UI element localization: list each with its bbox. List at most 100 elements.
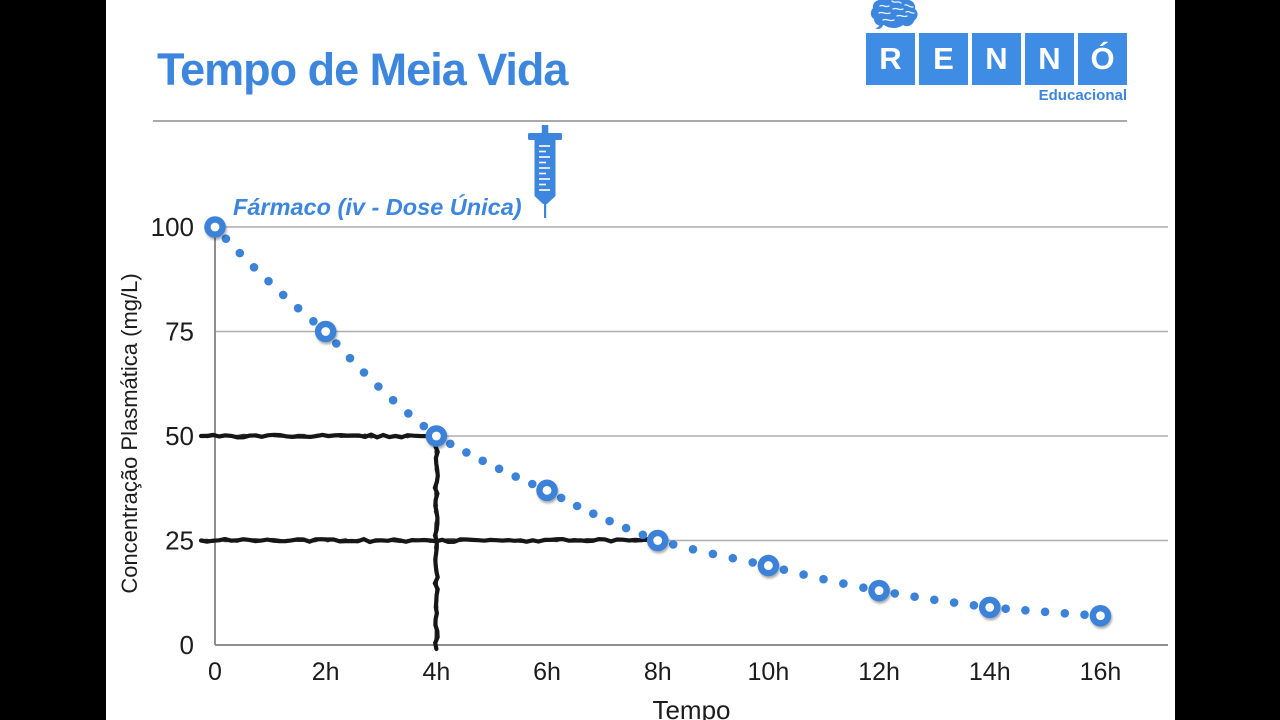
- curve-dot: [949, 598, 959, 607]
- curve-dot: [278, 290, 288, 300]
- logo-letter-box: N: [1025, 33, 1074, 85]
- brain-icon: [870, 0, 918, 29]
- gridlines: [215, 226, 1168, 542]
- renno-logo: R E N N Ó Educacional: [866, 0, 1127, 105]
- data-point-hole: [321, 327, 331, 336]
- curve-dot: [374, 382, 383, 391]
- logo-letter-box: Ó: [1078, 33, 1127, 85]
- data-point-hole: [764, 561, 773, 570]
- data-point-hole: [653, 536, 663, 545]
- curve-dot: [478, 456, 488, 466]
- y-axis-title: Concentração Plasmática (mg/L): [117, 273, 142, 593]
- curve-dot: [1060, 609, 1070, 618]
- x-axis-title: Tempo: [652, 695, 730, 720]
- curve-dot: [249, 263, 259, 272]
- curve-dot: [688, 545, 698, 554]
- curve-dot: [859, 583, 868, 592]
- x-tick-label-4h: 4h: [422, 658, 450, 686]
- logo-letter-box: N: [972, 33, 1021, 85]
- x-tick-label-14h: 14h: [969, 658, 1011, 686]
- curve-dot: [1080, 610, 1089, 619]
- x-tick-labels: 0 2h 4h 6h 8h 10h 12h 14h 16h: [208, 658, 1121, 686]
- syringe-plunger-rod: [541, 125, 549, 134]
- curve-dot: [748, 558, 757, 567]
- data-point-hole: [542, 485, 552, 495]
- page-title: Tempo de Meia Vida: [157, 44, 568, 95]
- x-tick-label-16h: 16h: [1080, 658, 1122, 686]
- syringe-needle: [544, 204, 547, 218]
- y-tick-label-0: 0: [180, 630, 194, 660]
- data-point-markers: [204, 216, 1112, 627]
- curve-dot: [221, 234, 231, 243]
- logo-letter-box: R: [866, 33, 915, 85]
- series-label: Fármaco (iv - Dose Única): [233, 193, 522, 220]
- curve-dot: [511, 472, 520, 481]
- logo-letter-box: E: [919, 33, 968, 85]
- x-tick-label-6h: 6h: [533, 658, 561, 686]
- slide-canvas: Tempo de Meia Vida R E N N Ó Educacional…: [106, 0, 1175, 720]
- header-divider: [153, 120, 1127, 122]
- annotation-h-line-texture: [199, 433, 439, 439]
- annotation-h-line-texture: [199, 537, 661, 544]
- curve-dot: [969, 601, 979, 610]
- logo-letter: E: [933, 41, 954, 76]
- logo-squares: R E N N Ó: [866, 33, 1127, 85]
- curve-dot: [388, 395, 398, 405]
- curve-dot: [621, 523, 631, 533]
- y-tick-labels: 0 25 50 75 100: [151, 212, 194, 660]
- curve-dot: [494, 464, 504, 474]
- curve-dot: [1001, 604, 1010, 613]
- logo-letter: Ó: [1090, 41, 1115, 76]
- y-tick-label-75: 75: [165, 317, 194, 347]
- y-tick-label-100: 100: [151, 212, 194, 242]
- syringe-taper: [534, 196, 556, 204]
- curve-dot: [556, 493, 566, 503]
- curve-dot: [910, 592, 919, 601]
- halflife-annotation-lines: [198, 431, 662, 652]
- syringe-icon: [528, 125, 562, 218]
- curve-dot: [930, 595, 939, 605]
- logo-letter: N: [985, 41, 1008, 76]
- concentration-curve-dots: [221, 234, 1089, 619]
- curve-dot: [235, 248, 245, 258]
- half-life-chart: 0 25 50 75 100 0 2h 4h 6h 8h 10h 12h 14h 16h Tempo Conc…: [117, 125, 1168, 720]
- curve-dot: [839, 579, 848, 588]
- x-tick-label-10h: 10h: [748, 658, 790, 686]
- x-tick-label-0: 0: [208, 658, 222, 686]
- curve-dot: [462, 448, 471, 457]
- curve-dot: [345, 353, 355, 363]
- curve-dot: [799, 570, 808, 579]
- data-point-hole: [431, 431, 441, 441]
- data-point-hole: [210, 222, 220, 232]
- curve-dot: [668, 540, 678, 549]
- curve-dot: [572, 501, 582, 511]
- curve-dot: [359, 368, 369, 377]
- curve-dot: [446, 439, 455, 449]
- logo-letter: N: [1038, 41, 1061, 76]
- y-tick-label-50: 50: [165, 421, 194, 451]
- curve-dot: [264, 276, 273, 286]
- curve-dot: [404, 409, 413, 418]
- x-tick-label-2h: 2h: [312, 658, 340, 686]
- curve-dot: [605, 516, 614, 526]
- curve-dot: [638, 530, 648, 540]
- data-point-hole: [985, 602, 995, 612]
- curve-dot: [1040, 607, 1050, 617]
- curve-dot: [890, 589, 900, 598]
- data-point-hole: [874, 586, 884, 596]
- y-tick-label-25: 25: [165, 526, 194, 556]
- logo-letter: R: [879, 41, 902, 76]
- curve-dot: [589, 509, 598, 518]
- curve-dot: [708, 549, 718, 559]
- curve-dot: [728, 553, 738, 563]
- curve-dot: [528, 479, 537, 489]
- x-tick-label-12h: 12h: [858, 658, 900, 686]
- curve-dot: [419, 421, 429, 431]
- logo-subtitle: Educacional: [1038, 87, 1127, 104]
- curve-dot: [293, 303, 303, 313]
- curve-dot: [819, 574, 828, 584]
- curve-dot: [309, 317, 318, 326]
- curve-dot: [1021, 606, 1030, 615]
- curve-dot: [779, 565, 789, 574]
- syringe-plunger-flange: [528, 133, 562, 140]
